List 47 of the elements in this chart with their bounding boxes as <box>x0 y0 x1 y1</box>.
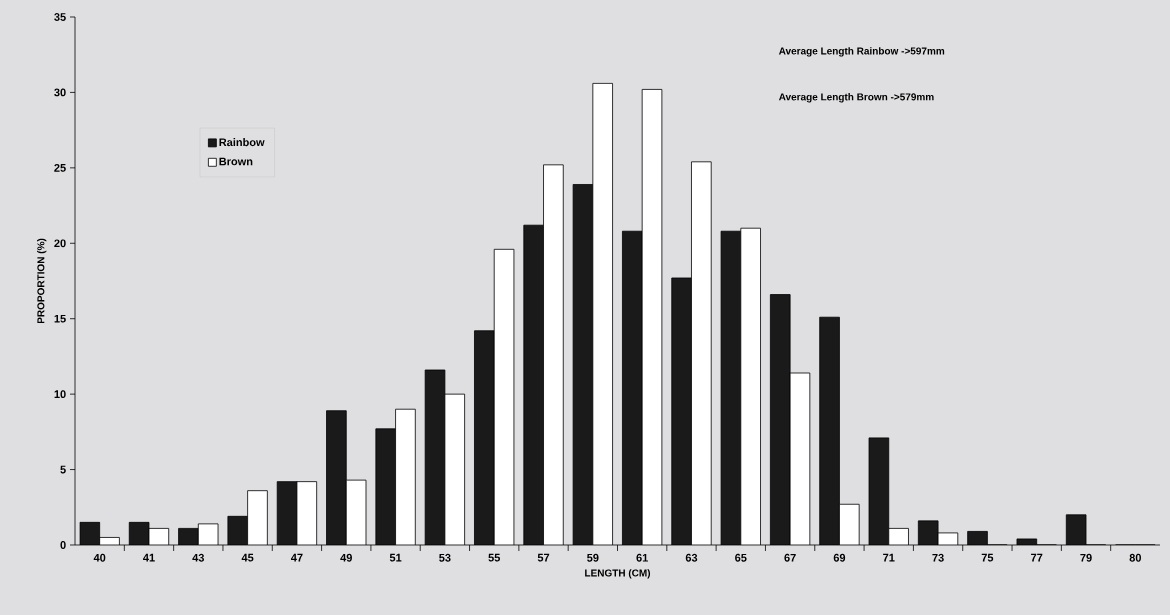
x-tick-label: 63 <box>685 553 698 562</box>
bar <box>642 89 662 545</box>
x-tick-label: 41 <box>143 553 155 562</box>
y-tick-label: 25 <box>54 163 66 172</box>
x-tick-label: 47 <box>290 553 303 562</box>
y-tick-label: 20 <box>54 239 66 248</box>
x-tick-label: 51 <box>389 553 402 562</box>
x-tick-label: 43 <box>192 553 205 562</box>
bar <box>444 394 465 545</box>
y-tick-label: 30 <box>54 88 66 97</box>
bar <box>790 373 810 545</box>
bar <box>839 504 860 545</box>
x-tick-label: 69 <box>833 553 846 562</box>
y-axis-title: PROPORTION (%) <box>37 238 47 324</box>
bar <box>494 249 514 545</box>
x-tick-label: 65 <box>735 553 747 562</box>
y-tick-label: 15 <box>54 314 66 323</box>
annotation: Average Length Brown ->579mm <box>778 93 934 103</box>
x-tick-label: 80 <box>1129 553 1141 562</box>
x-tick-label: 57 <box>537 553 550 562</box>
x-axis-title: LENGTH (CM) <box>585 569 651 579</box>
annotation: Average Length Rainbow ->597mm <box>778 47 945 57</box>
x-tick-label: 73 <box>932 553 944 562</box>
y-tick-label: 0 <box>60 541 66 549</box>
bar <box>247 490 268 545</box>
bar <box>740 228 761 545</box>
x-tick-label: 61 <box>636 553 648 562</box>
x-tick-label: 59 <box>587 553 599 562</box>
x-tick-label: 53 <box>439 553 451 562</box>
y-tick-label: 35 <box>54 13 66 21</box>
x-tick-label: 67 <box>784 553 796 562</box>
x-tick-label: 45 <box>241 553 254 562</box>
x-tick-label: 79 <box>1080 553 1092 562</box>
x-tick-label: 71 <box>883 553 895 562</box>
x-tick-label: 55 <box>488 553 501 562</box>
x-tick-label: 40 <box>93 553 106 562</box>
x-tick-label: 75 <box>981 553 994 562</box>
legend-label: Brown <box>219 157 253 166</box>
bar <box>592 83 613 545</box>
y-tick-label: 10 <box>54 390 66 399</box>
x-tick-label: 77 <box>1031 553 1043 562</box>
y-tick-label: 5 <box>60 465 66 474</box>
bar <box>395 409 416 545</box>
legend-label: Rainbow <box>219 138 265 147</box>
bar <box>543 164 564 545</box>
x-tick-label: 49 <box>340 553 352 562</box>
bar <box>691 161 712 545</box>
